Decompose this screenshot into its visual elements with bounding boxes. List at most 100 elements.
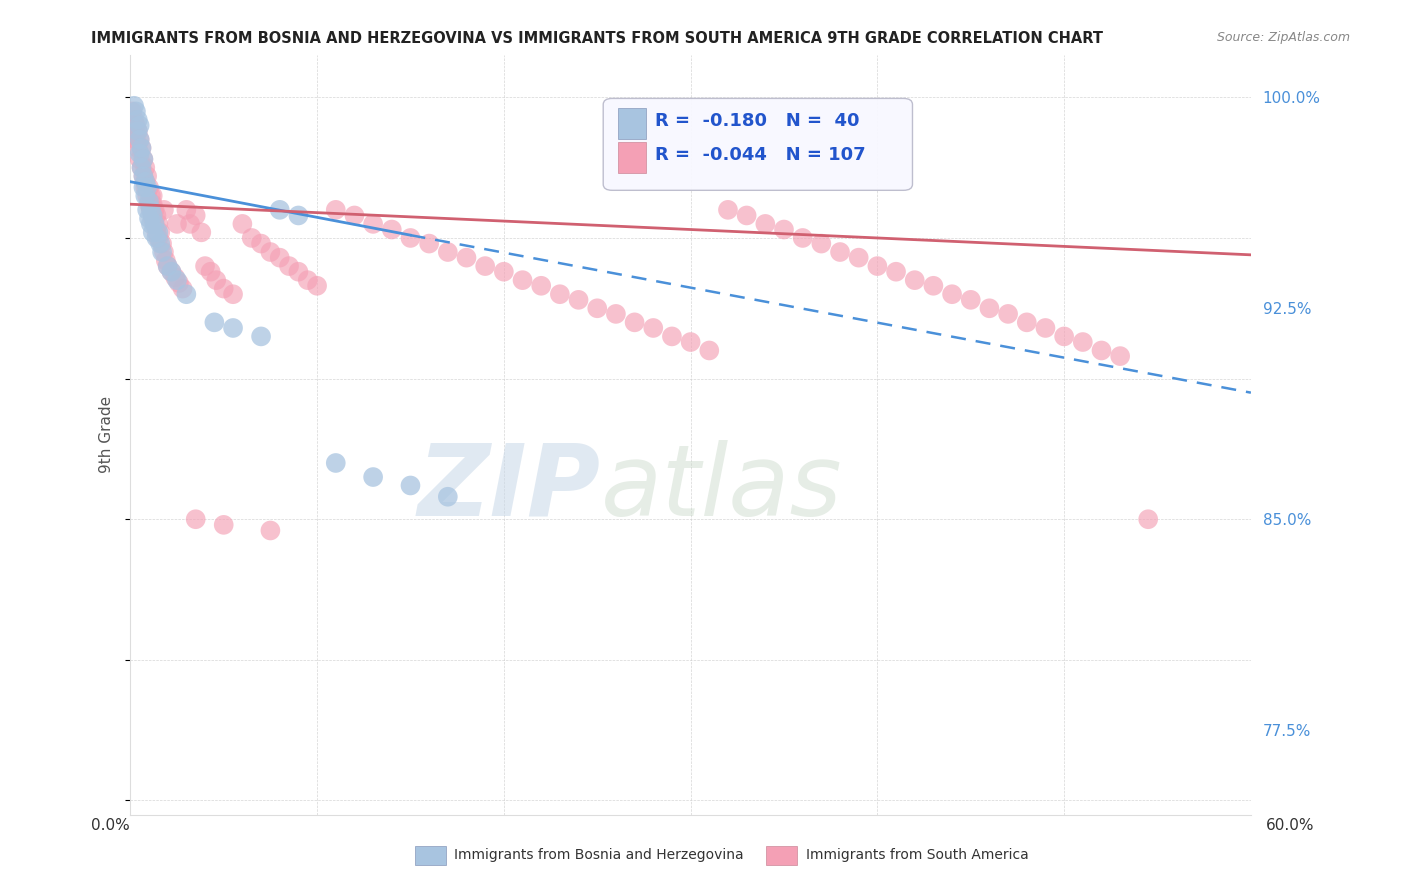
Text: atlas: atlas bbox=[600, 440, 842, 536]
Point bbox=[754, 217, 776, 231]
Point bbox=[325, 456, 347, 470]
Point bbox=[717, 202, 740, 217]
Point bbox=[122, 112, 145, 127]
Point bbox=[287, 265, 309, 279]
Point bbox=[259, 524, 281, 538]
Point bbox=[530, 278, 553, 293]
Point bbox=[1109, 349, 1132, 363]
Point bbox=[138, 211, 160, 226]
Point bbox=[307, 278, 329, 293]
Point bbox=[250, 329, 273, 343]
FancyBboxPatch shape bbox=[617, 143, 645, 173]
Point bbox=[418, 236, 440, 251]
Point bbox=[132, 180, 155, 194]
Point bbox=[134, 175, 156, 189]
Point bbox=[142, 197, 165, 211]
Point bbox=[122, 99, 145, 113]
Point bbox=[172, 282, 194, 296]
Point bbox=[184, 209, 207, 223]
Text: ZIP: ZIP bbox=[418, 440, 600, 536]
Point bbox=[941, 287, 963, 301]
Point bbox=[166, 273, 188, 287]
Point bbox=[399, 231, 422, 245]
Text: Immigrants from South America: Immigrants from South America bbox=[806, 848, 1028, 863]
Point bbox=[1015, 315, 1038, 329]
Point bbox=[132, 152, 155, 166]
Point bbox=[131, 141, 153, 155]
Point bbox=[134, 188, 156, 202]
Point bbox=[222, 287, 245, 301]
Point bbox=[150, 245, 173, 260]
Point bbox=[149, 225, 172, 239]
Point bbox=[139, 217, 162, 231]
Point bbox=[127, 112, 149, 127]
Point bbox=[179, 217, 201, 231]
Point bbox=[567, 293, 589, 307]
Point bbox=[125, 104, 148, 119]
Point bbox=[979, 301, 1001, 316]
Text: R =  -0.180   N =  40: R = -0.180 N = 40 bbox=[655, 112, 859, 130]
Point bbox=[134, 175, 156, 189]
Point bbox=[138, 194, 160, 209]
Point bbox=[166, 217, 188, 231]
Point bbox=[145, 225, 167, 239]
Point bbox=[212, 517, 235, 532]
Point bbox=[512, 273, 534, 287]
Point bbox=[145, 209, 167, 223]
Point bbox=[259, 245, 281, 260]
Point bbox=[381, 222, 404, 236]
Point bbox=[153, 245, 176, 260]
Point bbox=[139, 202, 162, 217]
Point bbox=[231, 217, 253, 231]
Point bbox=[735, 209, 758, 223]
Point bbox=[884, 265, 907, 279]
Point bbox=[269, 251, 291, 265]
Point bbox=[492, 265, 515, 279]
Point bbox=[143, 217, 166, 231]
Point bbox=[127, 141, 149, 155]
Point bbox=[205, 273, 228, 287]
Point bbox=[142, 188, 165, 202]
Text: IMMIGRANTS FROM BOSNIA AND HERZEGOVINA VS IMMIGRANTS FROM SOUTH AMERICA 9TH GRAD: IMMIGRANTS FROM BOSNIA AND HERZEGOVINA V… bbox=[91, 31, 1104, 46]
Point bbox=[156, 259, 179, 273]
Point bbox=[138, 197, 160, 211]
Point bbox=[848, 251, 870, 265]
Point bbox=[250, 236, 273, 251]
Y-axis label: 9th Grade: 9th Grade bbox=[100, 396, 114, 474]
Point bbox=[145, 231, 167, 245]
Point bbox=[128, 152, 150, 166]
Point bbox=[122, 124, 145, 138]
Point bbox=[287, 209, 309, 223]
Point bbox=[142, 225, 165, 239]
Point bbox=[156, 259, 179, 273]
Point bbox=[792, 231, 814, 245]
Point bbox=[202, 315, 225, 329]
Point bbox=[128, 119, 150, 133]
Text: 60.0%: 60.0% bbox=[1267, 818, 1315, 832]
Point bbox=[212, 282, 235, 296]
Point bbox=[828, 245, 851, 260]
Point bbox=[200, 265, 222, 279]
Point bbox=[139, 202, 162, 217]
Point bbox=[1090, 343, 1112, 358]
Point bbox=[184, 512, 207, 526]
Point bbox=[134, 161, 156, 175]
Point bbox=[194, 259, 217, 273]
Point bbox=[361, 217, 384, 231]
Point bbox=[143, 217, 166, 231]
Point bbox=[134, 180, 156, 194]
Point bbox=[240, 231, 263, 245]
Point bbox=[131, 141, 153, 155]
Point bbox=[131, 161, 153, 175]
Point bbox=[125, 119, 148, 133]
Point bbox=[1137, 512, 1160, 526]
Point bbox=[125, 132, 148, 146]
Text: Immigrants from Bosnia and Herzegovina: Immigrants from Bosnia and Herzegovina bbox=[454, 848, 744, 863]
Text: R =  -0.044   N = 107: R = -0.044 N = 107 bbox=[655, 146, 865, 164]
Point bbox=[142, 209, 165, 223]
Point bbox=[679, 334, 702, 349]
Text: Source: ZipAtlas.com: Source: ZipAtlas.com bbox=[1216, 31, 1350, 45]
Point bbox=[222, 321, 245, 335]
Point bbox=[128, 132, 150, 146]
Point bbox=[148, 231, 170, 245]
